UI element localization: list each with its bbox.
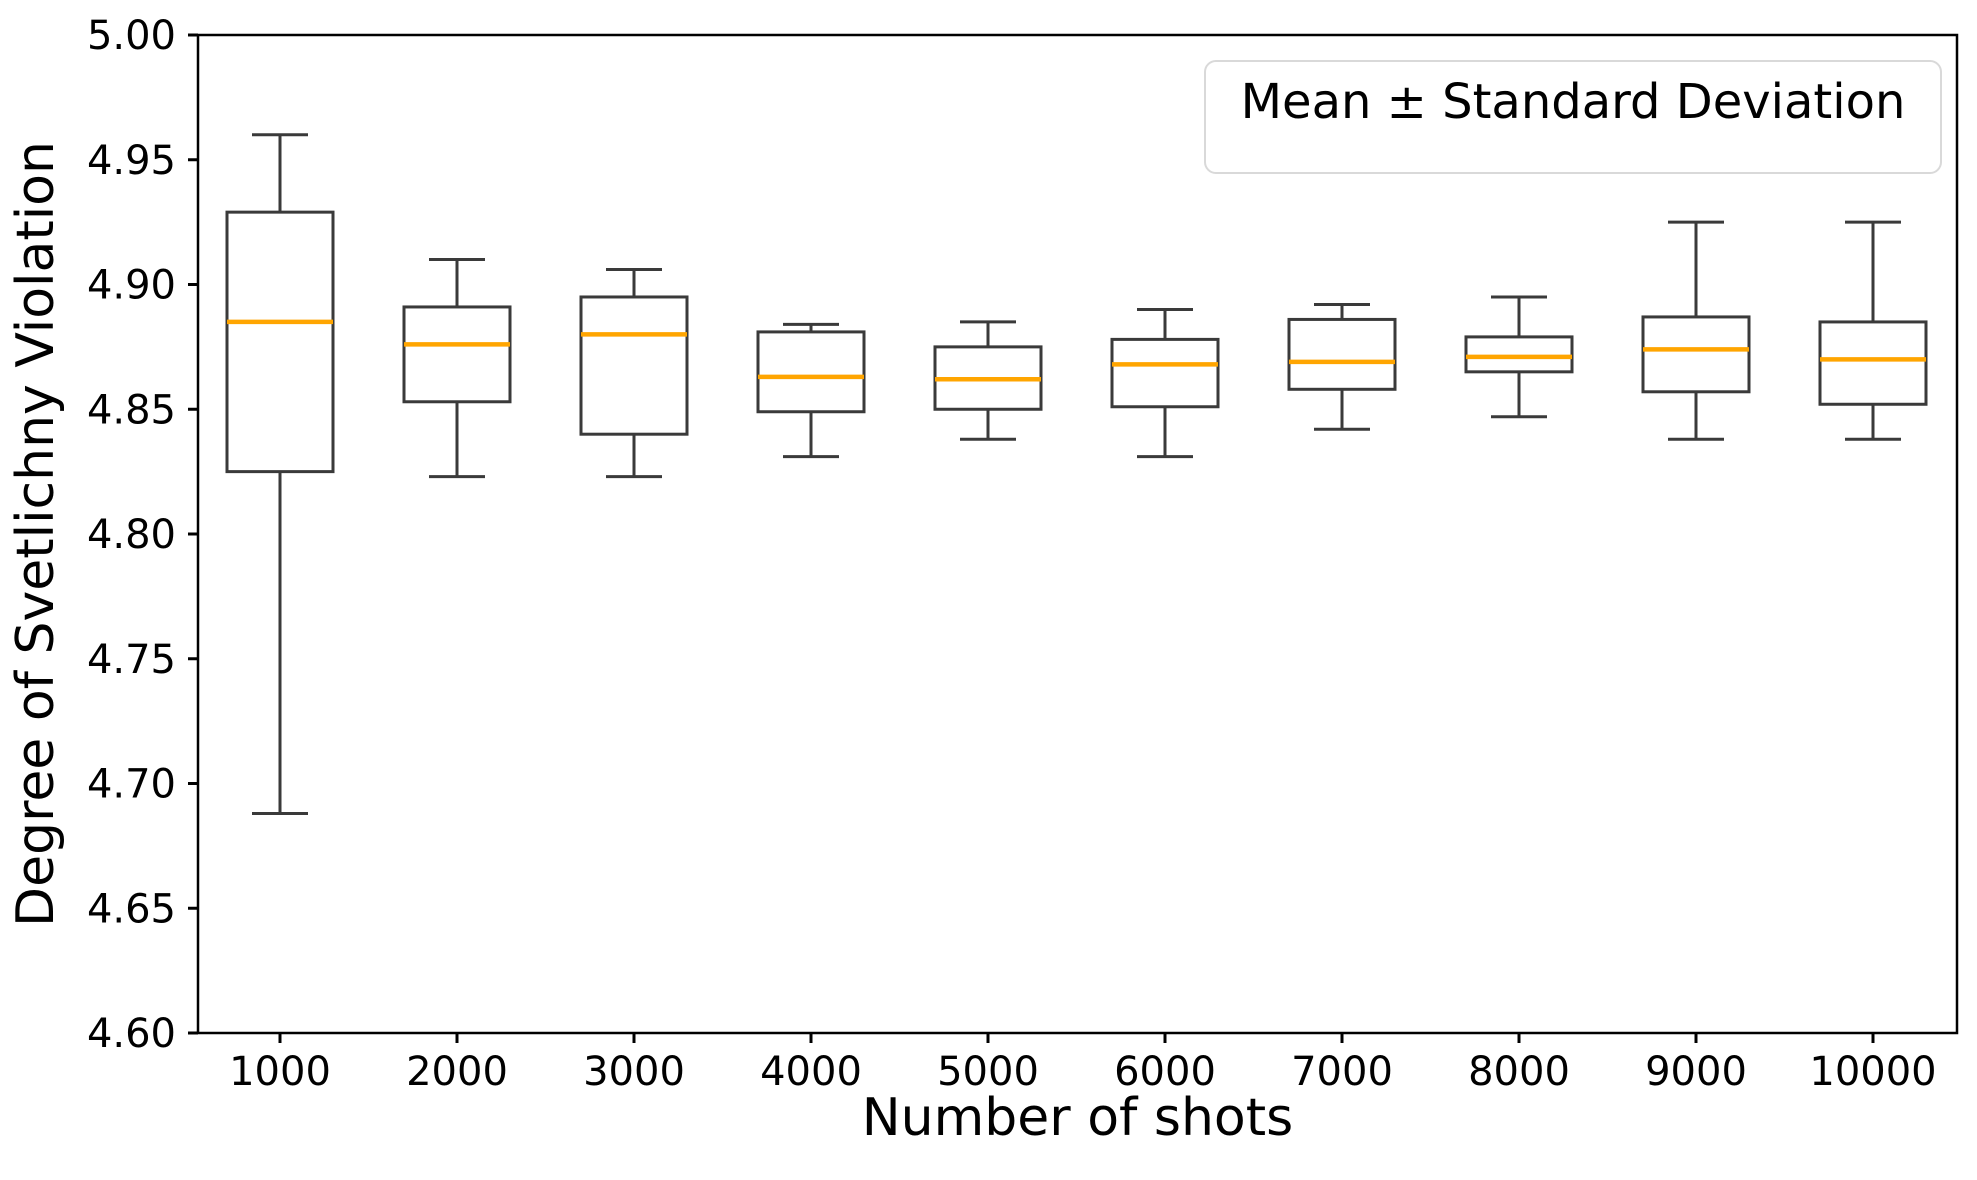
y-tick-label: 5.00 <box>87 13 176 59</box>
y-tick-label: 4.70 <box>87 762 176 808</box>
iqr-box <box>402 305 512 404</box>
x-tick-label: 9000 <box>1645 1049 1747 1095</box>
x-tick-label: 3000 <box>583 1049 685 1095</box>
iqr-box <box>1641 315 1751 394</box>
x-tick-label: 2000 <box>406 1049 508 1095</box>
y-tick-label: 4.75 <box>87 637 176 683</box>
x-tick-label: 1000 <box>229 1049 331 1095</box>
y-axis-label: Degree of Svetlichny Violation <box>6 141 66 927</box>
y-tick-label: 4.65 <box>87 886 176 932</box>
iqr-box <box>756 330 866 414</box>
y-tick-label: 4.90 <box>87 263 176 309</box>
iqr-box <box>225 210 335 474</box>
x-tick-label: 8000 <box>1468 1049 1570 1095</box>
y-tick-label: 4.80 <box>87 512 176 558</box>
iqr-box <box>1464 335 1574 374</box>
iqr-box <box>579 295 689 436</box>
axes-frame <box>196 33 1959 1035</box>
x-tick-label: 7000 <box>1291 1049 1393 1095</box>
y-tick-label: 4.85 <box>87 387 176 433</box>
x-tick-label: 10000 <box>1809 1049 1936 1095</box>
x-axis-label: Number of shots <box>861 1088 1294 1148</box>
legend-label: Mean ± Standard Deviation <box>1240 74 1906 130</box>
x-tick-label: 5000 <box>937 1049 1039 1095</box>
iqr-box <box>1287 317 1397 391</box>
iqr-box <box>1818 320 1928 406</box>
iqr-box <box>1110 337 1220 409</box>
y-tick-label: 4.60 <box>87 1011 176 1057</box>
y-tick-label: 4.95 <box>87 138 176 184</box>
legend-box: Mean ± Standard Deviation <box>1204 60 1942 174</box>
x-tick-label: 4000 <box>760 1049 862 1095</box>
x-tick-label: 6000 <box>1114 1049 1216 1095</box>
